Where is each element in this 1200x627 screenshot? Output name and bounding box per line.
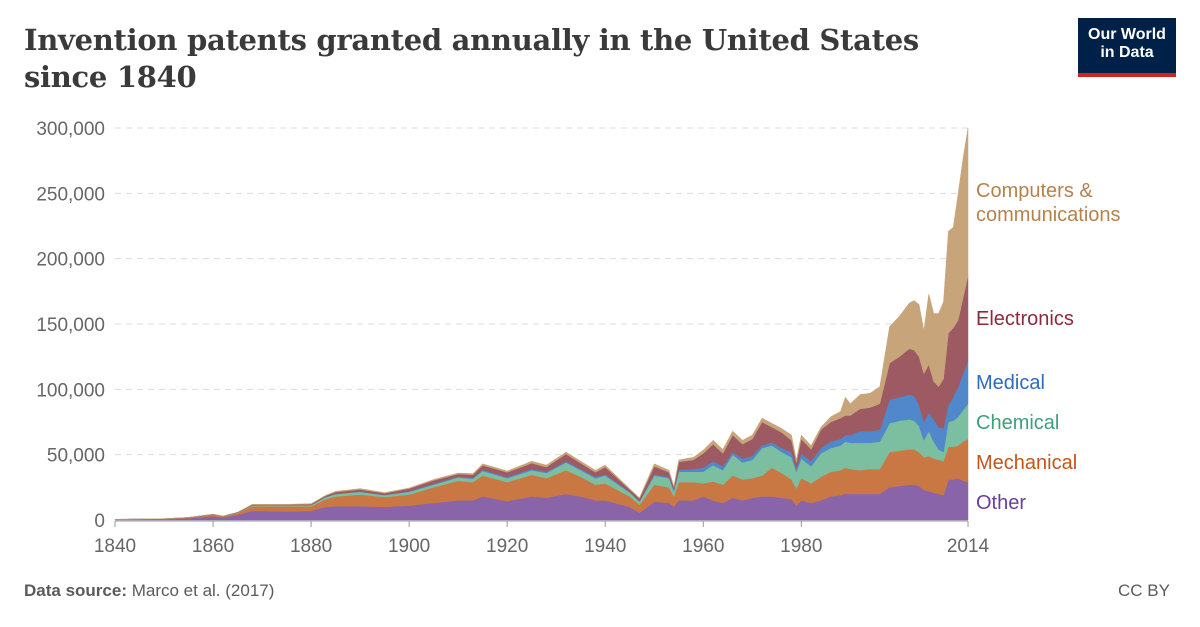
y-tick-label: 300,000: [36, 119, 105, 140]
x-tick-label: 1980: [780, 536, 822, 557]
x-tick-label: 1840: [94, 536, 136, 557]
y-tick-label: 100,000: [36, 380, 105, 401]
x-tick-label: 1860: [192, 536, 234, 557]
x-tick-label: 1960: [682, 536, 724, 557]
x-tick-label: 1940: [584, 536, 626, 557]
source-link[interactable]: Marco et al. (2017): [132, 581, 275, 600]
series-label: Medical: [976, 372, 1045, 394]
x-tick-label: 1900: [388, 536, 430, 557]
license-link[interactable]: CC BY: [1118, 581, 1170, 601]
x-tick-label: 2014: [947, 536, 990, 557]
series-label: Mechanical: [976, 452, 1077, 474]
source-label: Data source:: [24, 581, 127, 600]
y-tick-label: 50,000: [47, 446, 105, 467]
x-tick-label: 1920: [486, 536, 528, 557]
series-label: Other: [976, 492, 1026, 514]
series-label: Electronics: [976, 308, 1074, 330]
series-label: Chemical: [976, 412, 1059, 434]
gridlines: [115, 128, 968, 455]
areas: [115, 128, 968, 520]
data-source: Data source: Marco et al. (2017): [24, 581, 274, 601]
y-tick-label: 0: [94, 511, 105, 532]
series-label: Computers &communications: [976, 180, 1121, 226]
y-tick-label: 150,000: [36, 315, 105, 336]
y-tick-label: 250,000: [36, 184, 105, 205]
series-labels: Other Mechanical Chemical Medical Electronic…: [976, 180, 1121, 514]
y-tick-label: 200,000: [36, 250, 105, 271]
x-tick-label: 1880: [290, 536, 332, 557]
